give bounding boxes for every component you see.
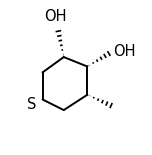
Text: OH: OH bbox=[44, 9, 67, 24]
Text: S: S bbox=[27, 97, 37, 112]
Text: OH: OH bbox=[113, 44, 136, 59]
